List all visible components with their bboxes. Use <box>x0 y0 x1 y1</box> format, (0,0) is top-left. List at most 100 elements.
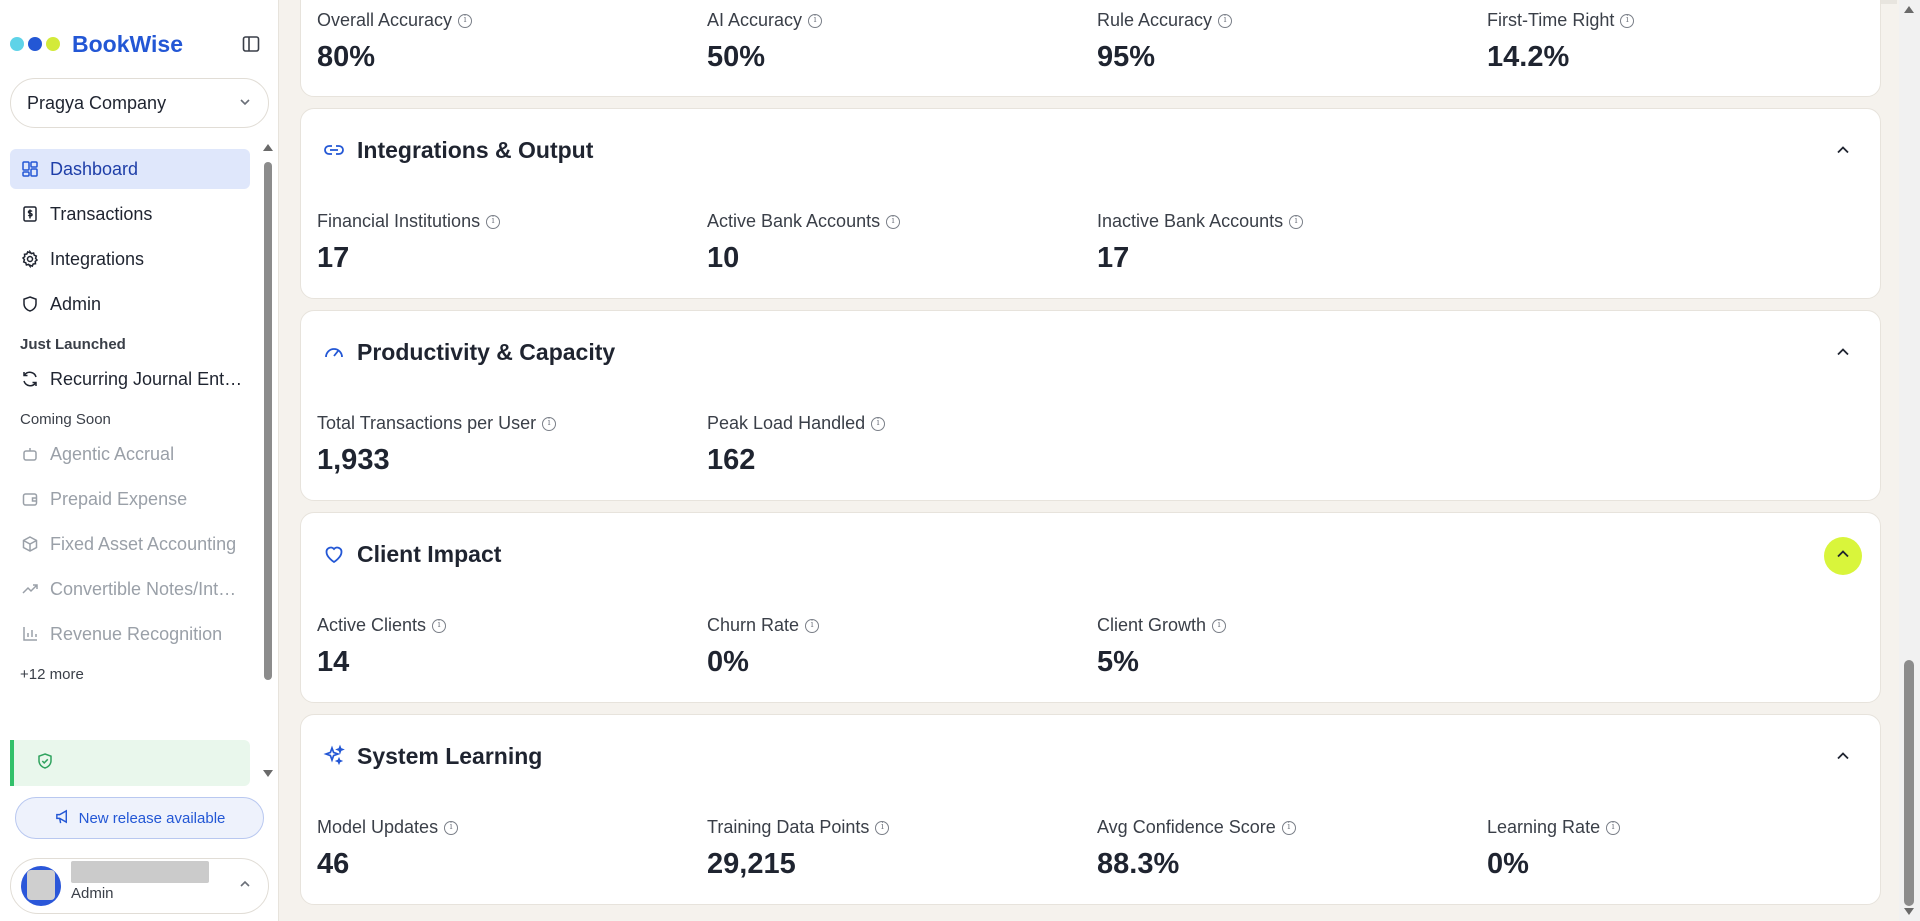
metric-value: 5% <box>1097 646 1139 678</box>
sidebar-item-convertible-notes[interactable]: Convertible Notes/Int… <box>10 569 250 609</box>
sidebar-item-recurring-journal[interactable]: Recurring Journal Ent… <box>10 359 250 399</box>
scrollbar-thumb[interactable] <box>264 162 272 680</box>
brand-dot <box>10 37 24 51</box>
sidebar-item-fixed-asset[interactable]: Fixed Asset Accounting <box>10 524 250 564</box>
dashboard-main: Overall Accuracy i 80% AI Accuracy i 50% R… <box>280 0 1897 921</box>
metric-label: Active Clients <box>317 615 427 635</box>
info-icon[interactable]: i <box>432 618 447 633</box>
info-icon[interactable]: i <box>1289 214 1304 229</box>
scroll-down-icon[interactable] <box>1904 908 1914 915</box>
metric-active-clients: Active Clients i 14 <box>317 615 447 679</box>
bar-chart-icon <box>20 624 40 644</box>
metric-label: AI Accuracy <box>707 10 803 30</box>
nav-section-just-launched: Just Launched <box>20 335 126 353</box>
brand-logo[interactable]: BookWise <box>10 28 183 60</box>
metric-value: 95% <box>1097 41 1156 73</box>
metric-label: Active Bank Accounts <box>707 211 881 231</box>
metric-ai-accuracy: AI Accuracy i 50% <box>707 10 823 74</box>
refresh-icon <box>20 369 40 389</box>
metric-label: Inactive Bank Accounts <box>1097 211 1284 231</box>
integrations-card: Integrations & Output Financial Institut… <box>300 108 1881 299</box>
client-impact-card: Client Impact Active Clients i 14 Churn R… <box>300 512 1881 703</box>
info-icon[interactable]: i <box>1606 820 1621 835</box>
info-icon[interactable]: i <box>486 214 501 229</box>
info-icon[interactable]: i <box>1218 13 1233 28</box>
sidebar-item-dashboard[interactable]: Dashboard <box>10 149 250 189</box>
trend-icon <box>20 579 40 599</box>
megaphone-icon <box>54 808 71 829</box>
sidebar-item-integrations[interactable]: Integrations <box>10 239 250 279</box>
info-icon[interactable]: i <box>542 416 557 431</box>
scroll-up-icon[interactable] <box>1904 6 1914 13</box>
shield-icon <box>20 294 40 314</box>
info-icon[interactable]: i <box>1620 13 1635 28</box>
user-role: Admin <box>71 884 114 902</box>
metric-value: 80% <box>317 41 376 73</box>
link-icon <box>321 137 347 163</box>
metric-value: 88.3% <box>1097 848 1180 880</box>
user-menu[interactable]: Admin <box>10 858 269 914</box>
collapse-button[interactable] <box>1824 335 1862 373</box>
brand-dot <box>28 37 42 51</box>
collapse-button[interactable] <box>1824 133 1862 171</box>
sidebar-item-revenue-recognition[interactable]: Revenue Recognition <box>10 614 250 654</box>
new-release-label: New release available <box>78 809 226 827</box>
brand-dot <box>46 37 60 51</box>
brand-name: BookWise <box>72 30 183 57</box>
info-icon[interactable]: i <box>444 820 459 835</box>
info-icon[interactable]: i <box>458 13 473 28</box>
sidebar-item-label: Transactions <box>50 203 153 224</box>
metric-value: 29,215 <box>707 848 796 880</box>
metric-learning-rate: Learning Rate i 0% <box>1487 817 1621 881</box>
accuracy-card: Overall Accuracy i 80% AI Accuracy i 50% R… <box>300 0 1881 97</box>
brand-dots <box>10 37 60 51</box>
metric-label: Total Transactions per User <box>317 413 537 433</box>
page-scrollbar[interactable] <box>1899 0 1920 921</box>
sidebar-toggle-icon[interactable] <box>240 33 262 55</box>
info-icon[interactable]: i <box>886 214 901 229</box>
collapse-button[interactable] <box>1824 537 1862 575</box>
sidebar-item-agentic-accrual[interactable]: Agentic Accrual <box>10 434 250 474</box>
new-release-button[interactable]: New release available <box>15 797 264 839</box>
company-name: Pragya Company <box>27 92 167 113</box>
chevron-up-icon <box>1835 546 1851 567</box>
metric-rule-accuracy: Rule Accuracy i 95% <box>1097 10 1233 74</box>
metric-value: 14.2% <box>1487 41 1570 73</box>
sidebar-item-prepaid-expense[interactable]: Prepaid Expense <box>10 479 250 519</box>
metric-overall-accuracy: Overall Accuracy i 80% <box>317 10 473 74</box>
metric-value: 50% <box>707 41 766 73</box>
sidebar-item-admin[interactable]: Admin <box>10 284 250 324</box>
collapse-button[interactable] <box>1824 739 1862 777</box>
chevron-down-icon <box>238 93 252 114</box>
scroll-up-icon[interactable] <box>263 144 273 151</box>
metric-churn-rate: Churn Rate i 0% <box>707 615 820 679</box>
info-icon[interactable]: i <box>808 13 823 28</box>
info-icon[interactable]: i <box>1212 618 1227 633</box>
shield-check-icon <box>36 752 54 775</box>
sidebar-item-label: Integrations <box>50 248 145 269</box>
metric-label: Overall Accuracy <box>317 10 453 30</box>
scroll-down-icon[interactable] <box>263 770 273 777</box>
metric-value: 17 <box>1097 242 1130 274</box>
metric-financial-institutions: Financial Institutions i 17 <box>317 211 501 275</box>
scrollbar-thumb[interactable] <box>1904 660 1914 906</box>
info-icon[interactable]: i <box>875 820 890 835</box>
sidebar-scrollbar[interactable] <box>262 140 274 780</box>
more-items-link[interactable]: +12 more <box>20 665 84 683</box>
metric-value: 0% <box>1487 848 1529 880</box>
info-icon[interactable]: i <box>1281 820 1296 835</box>
metric-label: Rule Accuracy <box>1097 10 1213 30</box>
sidebar-item-transactions[interactable]: Transactions <box>10 194 250 234</box>
info-icon[interactable]: i <box>805 618 820 633</box>
sidebar-item-label: Fixed Asset Accounting <box>50 533 237 554</box>
metric-model-updates: Model Updates i 46 <box>317 817 459 881</box>
status-banner[interactable] <box>10 740 250 786</box>
info-icon[interactable]: i <box>871 416 886 431</box>
company-selector[interactable]: Pragya Company <box>10 78 269 128</box>
gauge-icon <box>321 339 347 365</box>
metric-label: Avg Confidence Score <box>1097 817 1276 837</box>
sidebar-item-label: Prepaid Expense <box>50 488 188 509</box>
metric-value: 162 <box>707 444 756 476</box>
metric-value: 46 <box>317 848 350 880</box>
sidebar-item-label: Agentic Accrual <box>50 443 175 464</box>
